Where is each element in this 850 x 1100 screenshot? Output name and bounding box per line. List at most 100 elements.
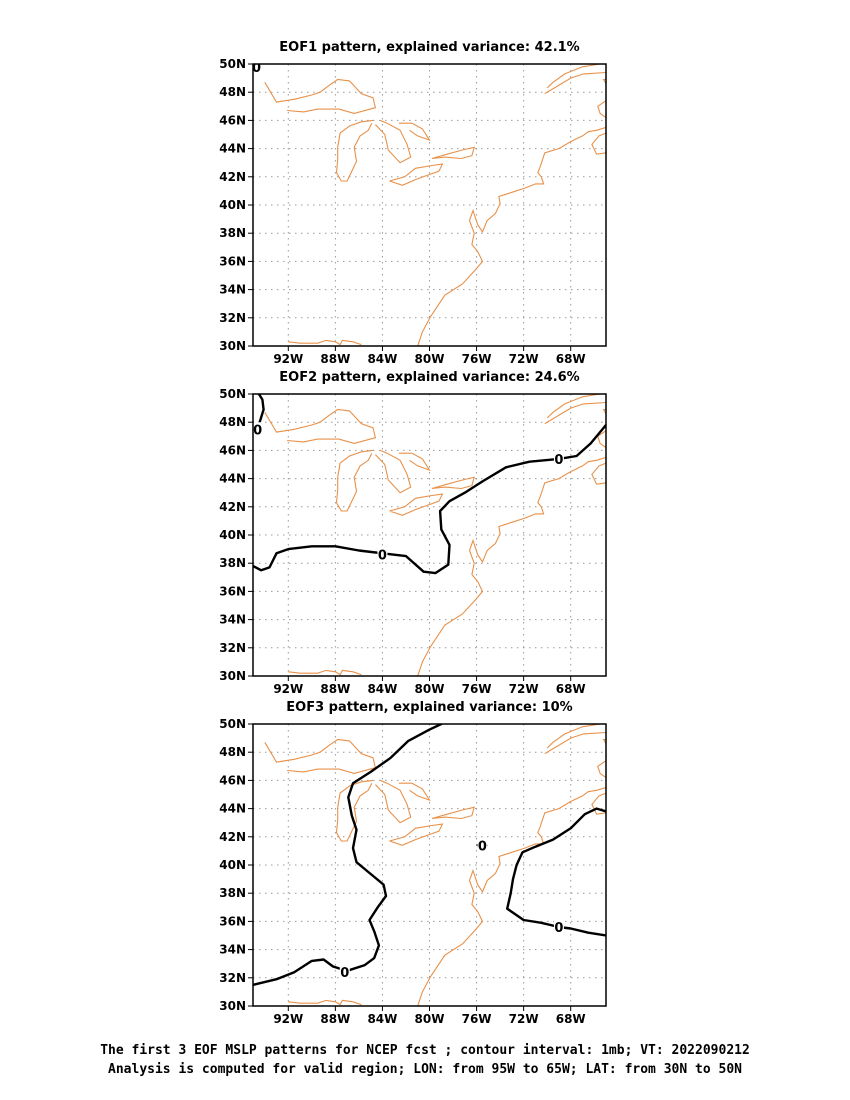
lon-tick-label: 84W <box>367 682 397 696</box>
coastline <box>544 71 606 95</box>
coastline <box>288 999 362 1006</box>
lon-tick-label: 76W <box>462 352 492 366</box>
coastlines <box>264 724 606 1006</box>
lat-tick-label: 46N <box>219 773 246 787</box>
zero-contour-line <box>506 807 606 937</box>
contour-label: 0 <box>554 453 563 468</box>
lat-tick-label: 48N <box>219 415 246 429</box>
lat-tick-label: 48N <box>219 745 246 759</box>
coastlines <box>264 394 606 676</box>
zero-contours <box>253 724 606 987</box>
lat-tick-label: 30N <box>219 669 246 683</box>
coastline <box>431 806 475 820</box>
lat-tick-label: 36N <box>219 584 246 598</box>
panel-title: EOF3 pattern, explained variance: 10% <box>286 700 572 715</box>
contour-label-background <box>477 838 488 853</box>
contour-label-background <box>553 451 564 466</box>
coastline <box>398 782 431 802</box>
lon-tick-label: 72W <box>509 682 539 696</box>
lat-tick-label: 50N <box>219 387 246 401</box>
lat-tick-label: 32N <box>219 971 246 985</box>
coastline <box>591 462 606 485</box>
lon-tick-label: 88W <box>320 682 350 696</box>
coastline <box>591 792 606 815</box>
coastline <box>335 119 374 182</box>
coastline <box>398 452 431 472</box>
lon-tick-label: 92W <box>273 352 303 366</box>
lon-tick-label: 72W <box>509 352 539 366</box>
lat-tick-label: 30N <box>219 339 246 353</box>
lon-tick-label: 68W <box>556 352 586 366</box>
lat-tick-label: 38N <box>219 886 246 900</box>
lat-tick-label: 50N <box>219 717 246 731</box>
lat-tick-label: 30N <box>219 999 246 1013</box>
lat-tick-label: 48N <box>219 85 246 99</box>
lon-tick-label: 76W <box>462 682 492 696</box>
coastline <box>375 779 412 824</box>
lon-tick-label: 84W <box>367 1012 397 1026</box>
lon-tick-label: 68W <box>556 682 586 696</box>
lat-tick-label: 32N <box>219 311 246 325</box>
figure-caption-line1: The first 3 EOF MSLP patterns for NCEP f… <box>100 1043 750 1058</box>
lon-tick-label: 92W <box>273 682 303 696</box>
gridlines <box>253 724 606 1006</box>
contour-label: 0 <box>253 423 262 438</box>
contour-label: 0 <box>554 921 563 936</box>
contour-label: 0 <box>340 966 349 981</box>
lon-tick-label: 80W <box>415 1012 445 1026</box>
lon-tick-label: 80W <box>415 682 445 696</box>
lat-tick-label: 38N <box>219 556 246 570</box>
coastline <box>417 786 606 1006</box>
contour-label: 0 <box>378 549 387 564</box>
coastline <box>398 122 431 142</box>
panel-title: EOF2 pattern, explained variance: 24.6% <box>279 370 579 385</box>
lat-tick-label: 42N <box>219 500 246 514</box>
map-panel-eof2: EOF2 pattern, explained variance: 24.6% 0… <box>219 370 607 696</box>
lat-tick-label: 42N <box>219 830 246 844</box>
coastline <box>335 779 374 842</box>
coastline <box>389 823 444 846</box>
coastline <box>597 100 606 119</box>
coastline <box>431 146 475 160</box>
lat-tick-label: 44N <box>219 142 246 156</box>
coastline <box>597 760 606 779</box>
zero-contours <box>253 394 606 575</box>
coastline <box>417 126 606 346</box>
coastline <box>544 731 606 755</box>
panel-title: EOF1 pattern, explained variance: 42.1% <box>279 40 579 55</box>
lat-tick-label: 42N <box>219 170 246 184</box>
contour-label: 0 <box>478 839 487 854</box>
coastline <box>375 449 412 494</box>
contour-label-background <box>339 965 350 980</box>
lat-tick-label: 32N <box>219 641 246 655</box>
lon-tick-label: 72W <box>509 1012 539 1026</box>
contour-labels: 0 0 0 <box>253 422 564 564</box>
lat-tick-label: 44N <box>219 472 246 486</box>
lon-tick-label: 76W <box>462 1012 492 1026</box>
lon-tick-label: 88W <box>320 352 350 366</box>
lat-tick-label: 46N <box>219 113 246 127</box>
lat-tick-label: 34N <box>219 283 246 297</box>
lat-tick-label: 50N <box>219 57 246 71</box>
zero-contour-line <box>253 724 443 987</box>
lat-tick-label: 40N <box>219 858 246 872</box>
coastline <box>264 738 377 774</box>
lat-tick-label: 36N <box>219 254 246 268</box>
coastline <box>591 132 606 155</box>
coastline <box>389 493 444 516</box>
coastline <box>264 78 377 114</box>
map-panel-eof3: EOF3 pattern, explained variance: 10% 0 0 0… <box>219 700 607 1026</box>
coastline <box>288 669 362 676</box>
lon-tick-label: 84W <box>367 352 397 366</box>
zero-contour-line <box>253 423 606 575</box>
map-panel-eof1: EOF1 pattern, explained variance: 42.1% 0… <box>219 40 607 366</box>
coastline <box>389 163 444 186</box>
lon-tick-label: 88W <box>320 1012 350 1026</box>
coastline <box>546 394 601 419</box>
axis-ticks <box>248 393 572 681</box>
coastline <box>546 724 601 749</box>
contour-label-background <box>377 547 388 562</box>
coastline <box>544 401 606 425</box>
coastline <box>431 476 475 490</box>
axis-ticks <box>248 63 572 351</box>
